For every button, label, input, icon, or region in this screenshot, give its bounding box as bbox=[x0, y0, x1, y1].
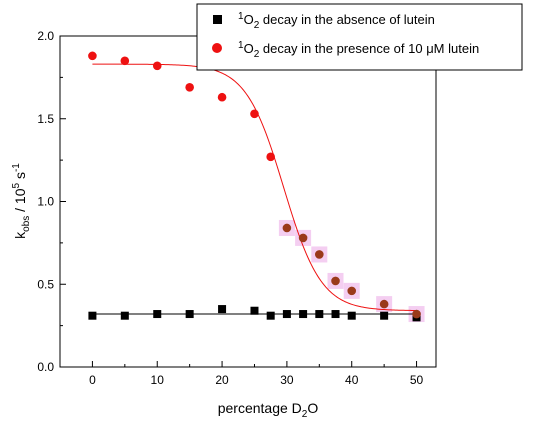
y-tick-label: 0.0 bbox=[37, 360, 54, 374]
data-point-presence bbox=[298, 233, 308, 243]
legend-label-presence: 1O2 decay in the presence of 10 μM lutei… bbox=[238, 40, 479, 60]
fit-curve-presence bbox=[92, 63, 417, 312]
x-tick-label: 50 bbox=[410, 373, 424, 387]
x-axis-title: percentage D2O bbox=[218, 400, 319, 420]
data-point-absence bbox=[299, 310, 308, 319]
data-point-presence bbox=[412, 309, 421, 319]
axes: 0 10 20 30 40 50 0.0 0.5 1.0 1.5 2.0 bbox=[37, 29, 423, 387]
data-point-presence bbox=[379, 299, 389, 309]
data-point-presence bbox=[347, 286, 357, 296]
data-point-presence bbox=[315, 250, 324, 259]
data-point-absence bbox=[185, 310, 194, 319]
data-point-absence bbox=[315, 310, 324, 319]
plot-frame bbox=[59, 35, 437, 368]
data-point-presence bbox=[185, 83, 194, 92]
y-tick-label: 0.5 bbox=[37, 277, 54, 291]
data-point-presence bbox=[282, 223, 292, 233]
data-point-absence bbox=[282, 310, 291, 319]
legend-marker-presence bbox=[212, 43, 222, 53]
data-point-presence bbox=[250, 109, 259, 119]
data-point-absence bbox=[331, 310, 340, 319]
data-point-presence bbox=[152, 61, 162, 71]
data-point-absence bbox=[347, 311, 356, 320]
data-point-presence bbox=[266, 152, 275, 162]
data-point-absence bbox=[218, 305, 227, 314]
data-point-absence bbox=[88, 311, 97, 320]
legend-box bbox=[196, 3, 523, 71]
y-tick-label: 2.0 bbox=[37, 29, 54, 43]
data-point-absence bbox=[380, 311, 389, 320]
data-point-presence bbox=[331, 276, 340, 286]
data-point-presence bbox=[88, 51, 97, 61]
x-tick-label: 0 bbox=[89, 373, 96, 387]
x-tick-label: 20 bbox=[215, 373, 229, 387]
y-tick-label: 1.5 bbox=[37, 112, 54, 126]
legend: 1O2 decay in the absence of lutein 1O2 d… bbox=[196, 3, 523, 71]
x-tick-label: 10 bbox=[151, 373, 165, 387]
fit-curves bbox=[92, 63, 417, 315]
y-tick-label: 1.0 bbox=[37, 195, 54, 209]
x-tick-label: 30 bbox=[280, 373, 294, 387]
data-point-presence bbox=[120, 56, 130, 66]
data-point-absence bbox=[250, 306, 259, 315]
data-point-absence bbox=[153, 310, 162, 319]
data-marks bbox=[88, 51, 421, 322]
x-tick-label: 40 bbox=[345, 373, 359, 387]
data-point-absence bbox=[266, 311, 275, 320]
legend-label-absence: 1O2 decay in the absence of lutein bbox=[238, 11, 435, 31]
data-point-presence bbox=[217, 92, 227, 102]
y-axis-title: kobs / 105 s-1 bbox=[11, 163, 32, 239]
data-point-absence bbox=[120, 311, 129, 320]
legend-marker-absence bbox=[213, 15, 222, 24]
